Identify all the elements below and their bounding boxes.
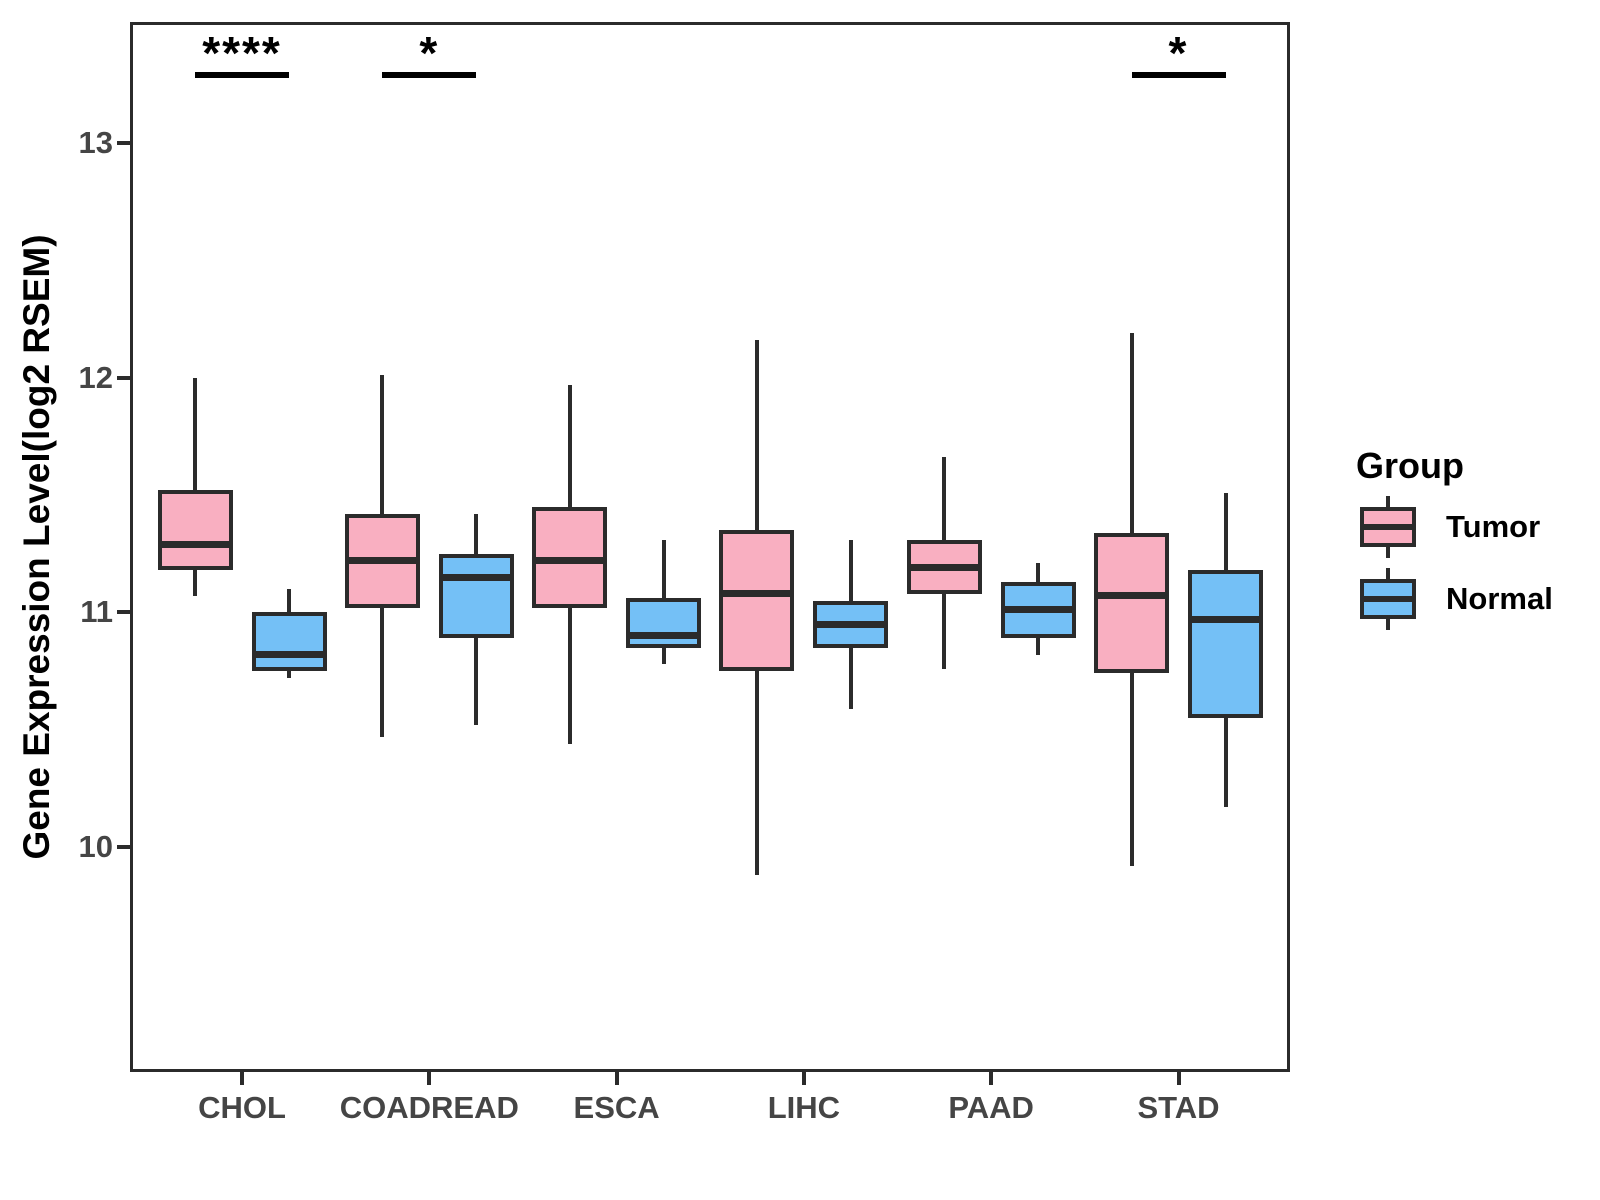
- median-normal-COADREAD: [438, 573, 514, 581]
- significance-bar-STAD: [1131, 72, 1226, 78]
- median-tumor-COADREAD: [344, 557, 420, 565]
- x-tick-mark: [614, 1072, 619, 1085]
- y-tick-mark: [117, 140, 130, 145]
- significance-label-CHOL: ****: [202, 27, 282, 79]
- median-normal-LIHC: [813, 620, 889, 628]
- y-tick-label: 10: [78, 829, 113, 864]
- normal-boxplot-key-icon: [1360, 568, 1416, 630]
- key-median-line: [1360, 596, 1416, 602]
- median-tumor-STAD: [1094, 592, 1169, 600]
- x-tick-label: PAAD: [948, 1090, 1034, 1125]
- median-normal-CHOL: [251, 651, 327, 659]
- x-tick-label: CHOL: [198, 1090, 286, 1125]
- legend-label-tumor: Tumor: [1446, 509, 1541, 544]
- x-tick-mark: [1176, 1072, 1181, 1085]
- legend-title: Group: [1356, 445, 1464, 486]
- box-normal-ESCA: [626, 598, 702, 648]
- median-tumor-ESCA: [532, 557, 608, 565]
- significance-label-STAD: *: [1168, 27, 1189, 79]
- x-tick-label: LIHC: [767, 1090, 841, 1125]
- legend-item-normal: Normal: [1356, 568, 1553, 630]
- box-tumor-LIHC: [719, 530, 795, 671]
- box-normal-COADREAD: [438, 553, 514, 639]
- median-tumor-LIHC: [719, 590, 795, 598]
- whisker-tumor-CHOL: [193, 377, 197, 596]
- key-median-line: [1360, 524, 1416, 530]
- median-normal-STAD: [1188, 615, 1263, 623]
- median-tumor-PAAD: [906, 564, 982, 572]
- legend-label-normal: Normal: [1446, 581, 1553, 616]
- y-tick-label: 13: [78, 124, 113, 160]
- tumor-boxplot-key-icon: [1360, 496, 1416, 558]
- box-normal-STAD: [1188, 570, 1263, 718]
- legend-item-tumor: Tumor: [1356, 496, 1553, 558]
- legend: Group Tumor Normal: [1356, 446, 1553, 630]
- median-normal-PAAD: [1000, 606, 1076, 614]
- box-normal-CHOL: [251, 612, 327, 671]
- x-tick-mark: [240, 1072, 244, 1085]
- y-tick-label: 11: [80, 594, 113, 630]
- median-normal-ESCA: [626, 632, 702, 640]
- box-tumor-CHOL: [157, 490, 233, 571]
- significance-label-COADREAD: *: [419, 27, 440, 79]
- y-tick-mark: [117, 375, 130, 380]
- x-tick-label: ESCA: [573, 1090, 660, 1125]
- y-tick-label: 12: [78, 359, 113, 395]
- y-tick-mark: [117, 845, 130, 849]
- y-tick-mark: [117, 610, 130, 615]
- x-tick-mark: [989, 1072, 994, 1085]
- median-tumor-CHOL: [157, 540, 233, 548]
- box-tumor-ESCA: [532, 506, 608, 608]
- y-axis-title: Gene Expression Level(log2 RSEM): [16, 234, 57, 860]
- box-tumor-STAD: [1094, 532, 1169, 674]
- x-tick-mark: [427, 1072, 432, 1085]
- significance-bar-COADREAD: [382, 72, 477, 78]
- x-tick-mark: [801, 1072, 806, 1085]
- x-tick-label: STAD: [1137, 1090, 1220, 1125]
- x-tick-label: COADREAD: [339, 1090, 519, 1125]
- significance-bar-CHOL: [195, 72, 289, 78]
